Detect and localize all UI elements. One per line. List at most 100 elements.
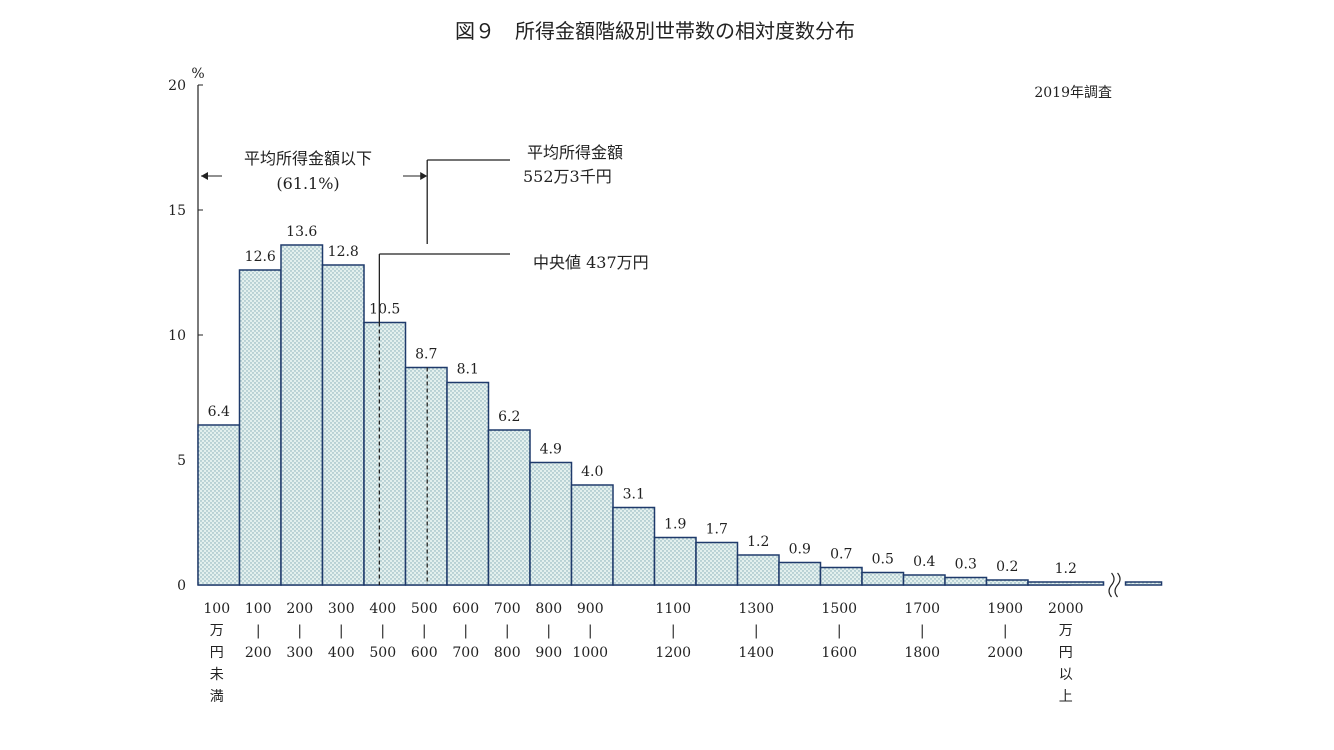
- x-tick-label: |: [380, 623, 385, 639]
- x-tick-label: 500: [369, 645, 396, 661]
- bar: [197, 424, 241, 586]
- x-tick-label: 100: [203, 601, 230, 617]
- x-tick-label: |: [588, 623, 593, 639]
- x-tick-label: |: [671, 623, 676, 639]
- bar-value-label: 12.6: [245, 249, 276, 265]
- bar-value-label: 13.6: [286, 224, 317, 240]
- bar-value-label: 8.1: [457, 362, 479, 378]
- x-tick-label: 2000: [987, 645, 1023, 661]
- x-tick-label: 800: [535, 601, 562, 617]
- y-tick-label: 15: [168, 203, 186, 219]
- y-tick-label: 5: [177, 453, 186, 469]
- x-tick-label: 200: [286, 601, 313, 617]
- bar-value-label: 0.9: [789, 542, 811, 558]
- x-tick-label: 700: [452, 645, 479, 661]
- bar-value-label: 4.0: [581, 464, 603, 480]
- x-tick-label: |: [339, 623, 344, 639]
- bar: [902, 574, 946, 586]
- bar: [819, 566, 863, 586]
- bar: [570, 484, 614, 586]
- bar-value-label: 3.1: [623, 487, 645, 503]
- y-tick-label: 0: [177, 578, 186, 594]
- axis-break-mark: [1114, 572, 1121, 598]
- bar-value-label: 6.4: [208, 404, 230, 420]
- y-tick-label: 10: [168, 328, 186, 344]
- x-tick-label: 400: [369, 601, 396, 617]
- mean-value-label: 552万3千円: [523, 167, 612, 186]
- bar: [861, 571, 905, 586]
- bar: [695, 541, 739, 586]
- annotations-group: 平均所得金額以下 (61.1%) 平均所得金額 552万3千円 中央値 437万…: [201, 143, 649, 585]
- bar: [363, 321, 407, 586]
- bar-value-label: 0.7: [830, 547, 852, 563]
- x-tick-label: |: [297, 623, 302, 639]
- axis-break-bar-stub: [1124, 581, 1163, 586]
- chart-title: 図９ 所得金額階級別世帯数の相対度数分布: [455, 19, 855, 43]
- y-tick-label: 20: [168, 78, 186, 94]
- x-tick-label: 900: [577, 601, 604, 617]
- bar-value-label: 1.7: [706, 522, 728, 538]
- bar: [1027, 581, 1105, 586]
- x-tick-label: 満: [210, 689, 224, 705]
- axis-break-mark: [1108, 572, 1115, 598]
- x-tick-label: 1200: [655, 645, 691, 661]
- y-unit-label: %: [191, 66, 204, 82]
- bar-value-label: 0.3: [955, 557, 977, 573]
- bar: [280, 244, 324, 586]
- bar: [529, 461, 573, 586]
- x-tick-label: |: [837, 623, 842, 639]
- x-tick-label: 600: [452, 601, 479, 617]
- x-tick-label: 700: [494, 601, 521, 617]
- x-tick-label: 800: [494, 645, 521, 661]
- x-tick-label: 1100: [655, 601, 691, 617]
- bar-value-label: 1.9: [664, 517, 686, 533]
- x-tick-label: 400: [328, 645, 355, 661]
- bar: [778, 561, 822, 586]
- x-tick-label: 500: [411, 601, 438, 617]
- survey-note: 2019年調査: [1034, 85, 1112, 101]
- bar: [321, 264, 365, 586]
- x-tick-label: |: [256, 623, 261, 639]
- bar-value-label: 1.2: [1055, 561, 1077, 577]
- x-tick-label: |: [422, 623, 427, 639]
- bar: [653, 536, 697, 586]
- x-tick-label: 万: [1059, 623, 1073, 639]
- below-mean-label: 平均所得金額以下: [244, 149, 372, 168]
- x-tick-label: 未: [210, 667, 224, 683]
- mean-label: 平均所得金額: [527, 143, 623, 162]
- x-tick-label: 上: [1059, 689, 1073, 705]
- below-mean-pct: (61.1%): [276, 174, 339, 193]
- bars-group: [197, 244, 1105, 586]
- x-tick-label: 1400: [738, 645, 774, 661]
- bar: [238, 269, 282, 586]
- bar-value-label: 0.4: [913, 554, 935, 570]
- bar: [985, 579, 1029, 586]
- x-tick-label: 円: [210, 645, 224, 661]
- x-tick-label: |: [920, 623, 925, 639]
- right-arrow-head: [420, 172, 428, 180]
- bar-value-label: 0.2: [996, 559, 1018, 575]
- x-tick-label: 1500: [821, 601, 857, 617]
- bar: [487, 429, 531, 586]
- x-tick-label: 2000: [1048, 601, 1084, 617]
- bar: [612, 506, 656, 586]
- x-tick-label: 1900: [987, 601, 1023, 617]
- x-tick-label: |: [1003, 623, 1008, 639]
- bar-value-label: 0.5: [872, 552, 894, 568]
- bar: [404, 366, 448, 586]
- x-tick-label: 1700: [904, 601, 940, 617]
- value-labels-group: 6.4 12.6 13.6 12.8 10.5 8.7 8.1 6.2 4.9 4.0 3.1 1.9…: [208, 224, 1077, 577]
- x-tick-label: 以: [1059, 667, 1073, 683]
- x-tick-label: |: [505, 623, 510, 639]
- x-tick-label: 100: [245, 601, 272, 617]
- x-tick-label: 1000: [572, 645, 608, 661]
- bar-value-label: 12.8: [328, 244, 359, 260]
- left-arrow-head: [201, 172, 208, 180]
- x-tick-label: 万: [210, 623, 224, 639]
- bar: [446, 381, 490, 586]
- x-tick-label: |: [546, 623, 551, 639]
- bar-value-label: 10.5: [369, 302, 400, 318]
- x-tick-label: 1800: [904, 645, 940, 661]
